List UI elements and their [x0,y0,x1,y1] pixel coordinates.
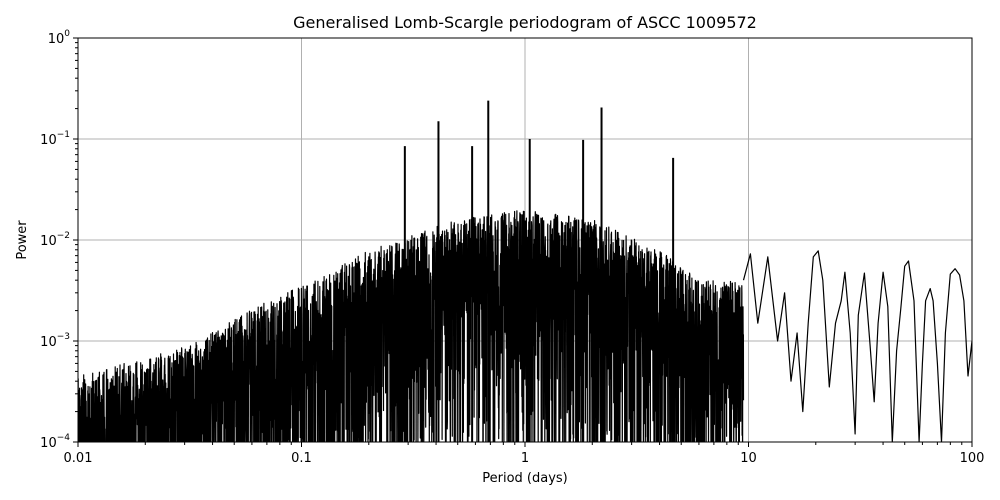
x-axis: 0.01 0.1 1 10 100 [64,442,985,466]
y-axis: 10−4 10−3 10−2 10−1 100 [40,29,78,451]
x-tick-label: 100 [960,451,985,466]
y-tick-label: 10−1 [40,130,70,148]
y-tick-label: 10−3 [40,332,70,350]
x-tick-label: 0.1 [291,451,312,466]
x-axis-label: Period (days) [482,471,568,486]
x-tick-label: 1 [521,451,529,466]
y-axis-label: Power [15,220,30,260]
y-tick-label: 10−4 [40,433,70,451]
series-layer [78,100,972,442]
x-tick-label: 10 [740,451,757,466]
x-tick-label: 0.01 [64,451,93,466]
y-tick-label: 10−2 [40,231,70,249]
periodogram-tail [742,250,972,442]
y-tick-label: 100 [48,29,71,47]
plot-area [78,100,972,442]
periodogram-noise [78,210,745,442]
chart-title: Generalised Lomb-Scargle periodogram of … [293,13,757,32]
